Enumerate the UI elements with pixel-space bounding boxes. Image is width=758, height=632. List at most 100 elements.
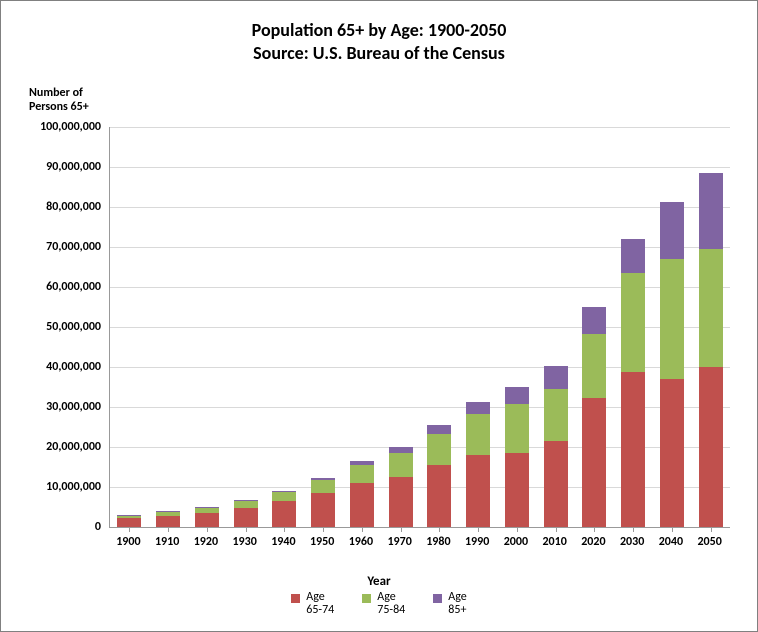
x-tick-label: 1990 [465,535,489,549]
chart-title-line-2: Source: U.S. Bureau of the Census [1,42,757,65]
y-tick-label: 20,000,000 [46,440,101,454]
y-axis-title-line-1: Number of [29,87,89,101]
legend-swatch-icon [362,594,371,603]
gridline [110,167,730,168]
bar-segment-age-65-74 [272,501,296,527]
y-tick-label: 60,000,000 [46,280,101,294]
bar-segment-age-75-84 [544,389,568,441]
bar-segment-age-85+ [582,307,606,334]
bar-segment-age-85+ [427,425,451,434]
bar-segment-age-85+ [195,507,219,508]
bar-segment-age-85+ [272,491,296,493]
bar-segment-age-75-84 [427,434,451,465]
x-tick [284,527,285,532]
x-tick-label: 2050 [697,535,721,549]
y-tick-label: 30,000,000 [46,400,101,414]
x-tick-label: 2000 [504,535,528,549]
bar-segment-age-65-74 [156,516,180,527]
x-tick [711,527,712,532]
bar-segment-age-65-74 [195,513,219,527]
x-tick [362,527,363,532]
x-tick [168,527,169,532]
bar-segment-age-65-74 [466,455,490,527]
bar-segment-age-65-74 [699,367,723,527]
bar-segment-age-65-74 [350,483,374,527]
bar-segment-age-65-74 [505,453,529,527]
bar-segment-age-75-84 [350,465,374,483]
bar-segment-age-75-84 [389,453,413,477]
bar-segment-age-75-84 [699,249,723,367]
x-tick-label: 2030 [620,535,644,549]
x-tick [478,527,479,532]
bar-segment-age-85+ [621,239,645,274]
y-tick-label: 50,000,000 [46,320,101,334]
bar-segment-age-65-74 [117,518,141,527]
chart-title-line-1: Population 65+ by Age: 1900-2050 [1,19,757,42]
legend-item: Age85+ [433,591,466,616]
x-tick-label: 1900 [116,535,140,549]
bar-segment-age-85+ [699,173,723,249]
y-tick-label: 100,000,000 [40,120,101,134]
x-tick [556,527,557,532]
x-tick-label: 1960 [349,535,373,549]
chart-frame: Population 65+ by Age: 1900-2050 Source:… [0,0,758,632]
legend-swatch-icon [291,594,300,603]
x-tick [517,527,518,532]
x-tick [207,527,208,532]
chart-title-block: Population 65+ by Age: 1900-2050 Source:… [1,19,757,64]
legend: Age65-74 Age75-84 Age85+ [1,591,757,616]
bar-segment-age-85+ [660,202,684,259]
legend-label: Age75-84 [377,591,405,616]
bar-segment-age-85+ [350,461,374,465]
x-tick-label: 1980 [426,535,450,549]
bar-segment-age-65-74 [660,379,684,527]
x-tick-label: 1950 [310,535,334,549]
legend-label: Age65-74 [306,591,334,616]
legend-item: Age65-74 [291,591,334,616]
bar-segment-age-75-84 [156,512,180,516]
bar-segment-age-65-74 [234,508,258,527]
bar-segment-age-85+ [544,366,568,389]
x-tick [323,527,324,532]
x-tick [672,527,673,532]
legend-item: Age75-84 [362,591,405,616]
x-tick [129,527,130,532]
x-tick-label: 2020 [581,535,605,549]
y-tick-label: 70,000,000 [46,240,101,254]
bar-segment-age-75-84 [660,259,684,379]
bar-segment-age-65-74 [427,465,451,527]
bar-segment-age-75-84 [195,508,219,513]
bar-segment-age-65-74 [544,441,568,527]
y-axis-title-line-2: Persons 65+ [29,101,89,115]
bar-segment-age-65-74 [621,372,645,527]
x-tick [401,527,402,532]
x-tick-label: 2010 [542,535,566,549]
bar-segment-age-65-74 [311,493,335,527]
legend-label: Age85+ [448,591,466,616]
x-tick [633,527,634,532]
y-tick-label: 80,000,000 [46,200,101,214]
bar-segment-age-75-84 [234,501,258,508]
x-tick [594,527,595,532]
bar-segment-age-75-84 [582,334,606,398]
bar-segment-age-85+ [466,402,490,414]
y-axis-title: Number of Persons 65+ [29,87,89,115]
bar-segment-age-75-84 [621,273,645,371]
x-tick-label: 1930 [232,535,256,549]
x-tick-label: 1940 [271,535,295,549]
bar-segment-age-85+ [389,447,413,453]
bar-segment-age-85+ [234,500,258,501]
bar-segment-age-75-84 [311,480,335,493]
x-tick-label: 1970 [387,535,411,549]
x-tick-label: 1920 [194,535,218,549]
x-tick-label: 2040 [659,535,683,549]
gridline [110,207,730,208]
y-tick-label: 10,000,000 [46,480,101,494]
bar-segment-age-75-84 [505,404,529,454]
bar-segment-age-65-74 [389,477,413,527]
x-tick [246,527,247,532]
bar-segment-age-75-84 [466,414,490,454]
y-tick-label: 0 [95,520,101,534]
y-tick-label: 40,000,000 [46,360,101,374]
bar-segment-age-65-74 [582,398,606,527]
